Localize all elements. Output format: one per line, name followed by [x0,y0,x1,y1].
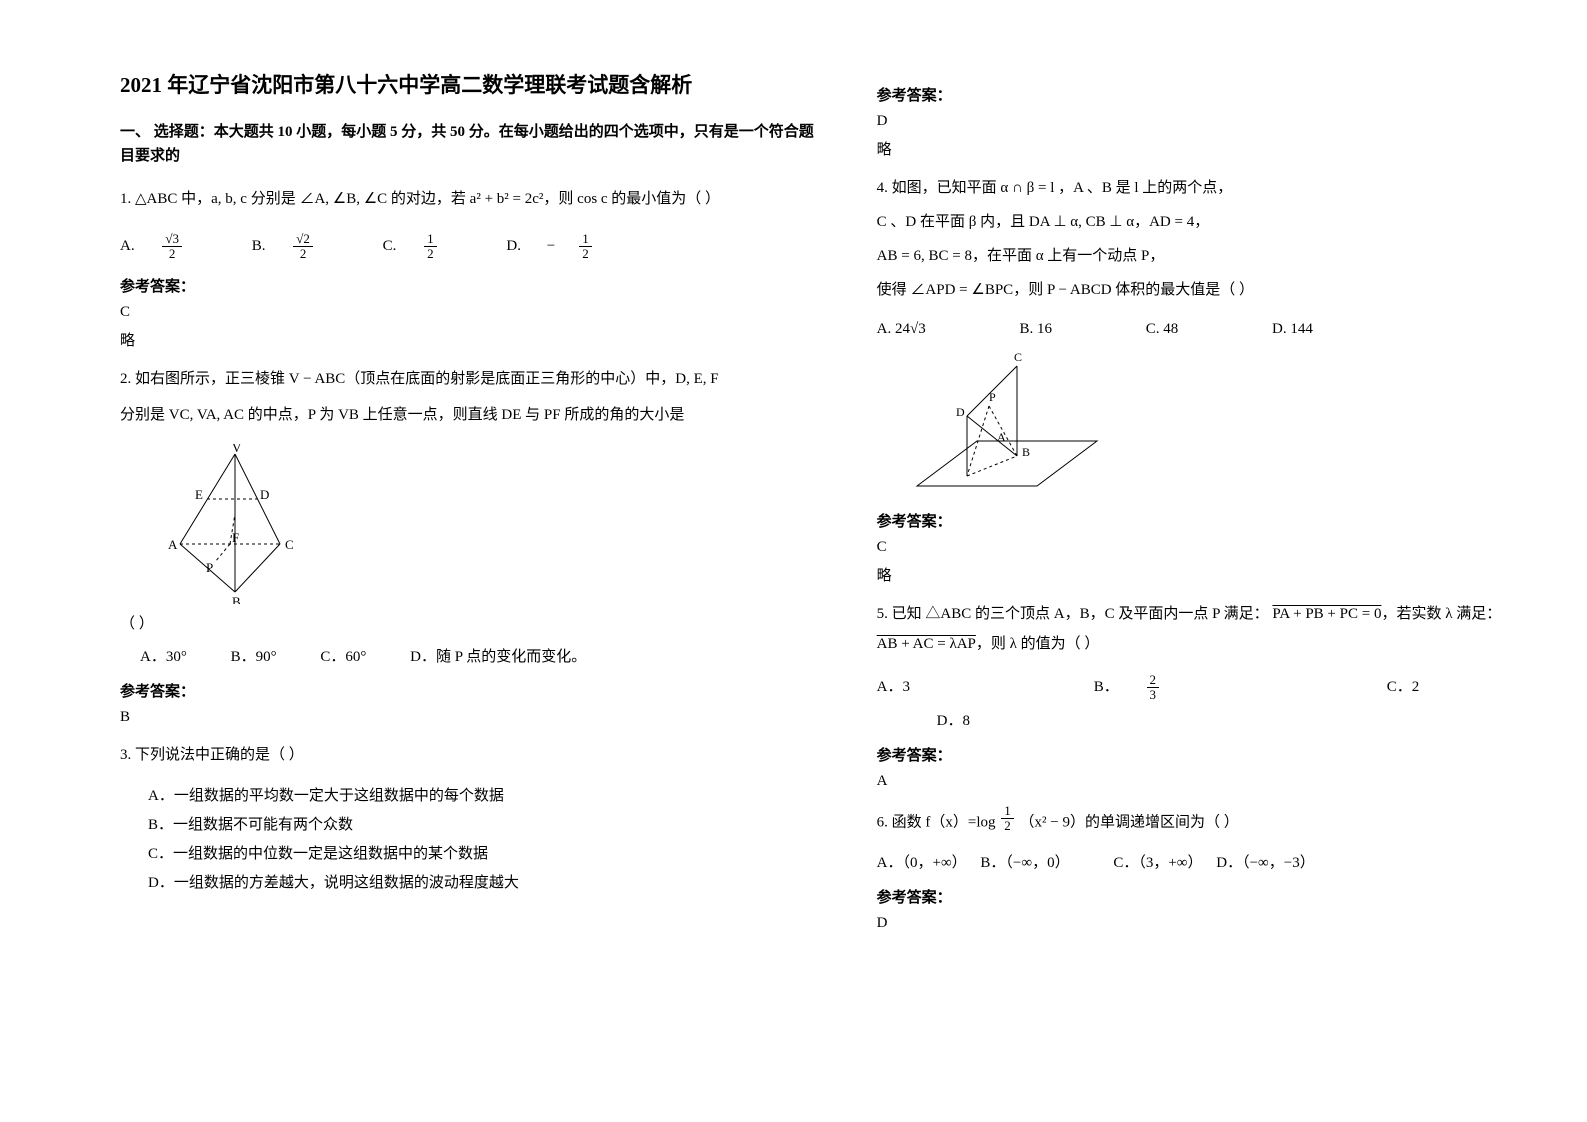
q4-l4: 使得 ∠APD = ∠BPC，则 P − ABCD 体积的最大值是（ ） [877,275,1507,305]
q1-stem: △ABC 中，a, b, c 分别是 ∠A, ∠B, ∠C 的对边，若 a² +… [135,191,720,207]
fig4-p: P [989,390,996,404]
q3-ans-label: 参考答案： [877,84,1507,105]
q5-stem-b: ，若实数 λ 满足： [1381,606,1501,622]
fig2-f: F [232,530,239,545]
q6-ans: D [877,915,1507,932]
q6-opt-a: A．（0，+∞） [877,851,967,872]
question-6: 6. 函数 f（x）=log 12 （x² − 9）的单调递增区间为（ ） [877,804,1507,837]
q4-l2: C 、D 在平面 β 内，且 DA ⊥ α, CB ⊥ α，AD = 4， [877,207,1507,237]
q3-opt-d: D．一组数据的方差越大，说明这组数据的波动程度越大 [120,871,817,892]
q6-opt-b: B．（−∞，0） [980,851,1069,872]
q2-stem-a: 如右图所示，正三棱锥 V − ABC（顶点在底面的射影是底面正三角形的中心）中，… [135,371,719,387]
fig4-b: B [1022,445,1030,459]
q4-ans: C [877,539,1507,556]
q2-ans-label: 参考答案： [120,680,817,701]
q1-frac-a: √32 [162,232,204,262]
q2-opt-c: C．60° [320,645,366,666]
question-3: 3. 下列说法中正确的是（ ） [120,740,817,770]
q4-opt-c: C. 48 [1146,321,1179,338]
q1-ans: C [120,304,817,321]
page-title: 2021 年辽宁省沈阳市第八十六中学高二数学理联考试题含解析 [120,70,817,102]
q6-stem-a: 函数 f（x）=log [892,814,996,830]
q1-ans-label: 参考答案： [120,275,817,296]
q4-options: A. 24√3 B. 16 C. 48 D. 144 [877,321,1507,338]
q4-opt-b: B. 16 [1020,321,1053,338]
q6-opt-c: C．（3，+∞） [1113,851,1202,872]
fig2-d: D [260,487,269,502]
section-heading: 一、 选择题：本大题共 10 小题，每小题 5 分，共 50 分。在每小题给出的… [120,120,817,168]
q1-opt-c: C. 12 [383,232,481,262]
q3-ans: D [877,113,1507,130]
q5-options: A．3 B． 23 C．2 D．8 [877,673,1507,730]
q4-num: 4. [877,180,892,196]
q3-opt-c: C．一组数据的中位数一定是这组数据中的某个数据 [120,842,817,863]
q1-frac-d: 12 [579,232,614,262]
q2-paren: （ ） [120,612,817,633]
q6-stem-b: （x² − 9）的单调递增区间为（ ） [1020,814,1239,830]
q2-opt-a: A．30° [140,645,187,666]
q5-stem-a: 已知 △ABC 的三个顶点 A，B，C 及平面内一点 P 满足： [892,606,1269,622]
q1-opt-a: A. √32 [120,232,226,262]
q5-vec2: AB + AC = λAP [877,636,976,652]
q5-stem-c: ，则 λ 的值为（ ） [976,636,1100,652]
q2-ans: B [120,709,817,726]
fig2-b: B [232,594,241,604]
q4-ans-label: 参考答案： [877,510,1507,531]
q1-opt-d: D. −12 [506,232,635,262]
q5-ans: A [877,773,1507,790]
fig2-c: C [285,537,294,552]
q1-note: 略 [120,329,817,350]
q5-num: 5. [877,606,892,622]
q4-figure: C D A B P [907,346,1107,496]
q4-l1: 如图，已知平面 α ∩ β = l ，A 、B 是 l 上的两个点， [892,180,1233,196]
fig2-p: P [206,560,213,575]
q3-opt-b: B．一组数据不可能有两个众数 [120,813,817,834]
q4-opt-a: A. 24√3 [877,321,926,338]
q4-note: 略 [877,564,1507,585]
q1-opt-b: B. √22 [252,232,357,262]
q2-num: 2. [120,371,135,387]
fig4-d: D [956,405,965,419]
question-1: 1. △ABC 中，a, b, c 分别是 ∠A, ∠B, ∠C 的对边，若 a… [120,184,817,214]
q6-ans-label: 参考答案： [877,886,1507,907]
q6-frac: 12 [1001,804,1014,834]
q1-frac-b: √22 [293,232,335,262]
q5-opt-c: C．2 [1387,675,1420,696]
q2-options: A．30° B．90° C．60° D．随 P 点的变化而变化。 [120,645,817,666]
fig4-a: A [997,430,1006,444]
question-5: 5. 已知 △ABC 的三个顶点 A，B，C 及平面内一点 P 满足： PA +… [877,599,1507,659]
q2-figure: V A B C D E F P [150,444,320,604]
fig2-a: A [168,537,178,552]
q5-opt-d: D．8 [937,709,970,730]
q3-opt-a: A．一组数据的平均数一定大于这组数据中的每个数据 [120,784,817,805]
question-4: 4. 如图，已知平面 α ∩ β = l ，A 、B 是 l 上的两个点， C … [877,173,1507,305]
q5-vec1: PA + PB + PC = 0 [1272,606,1381,622]
q5-frac-b: 23 [1147,673,1182,703]
q4-opt-d: D. 144 [1272,321,1313,338]
q1-frac-c: 12 [424,232,459,262]
right-column: 参考答案： D 略 4. 如图，已知平面 α ∩ β = l ，A 、B 是 l… [837,70,1527,1092]
fig2-v: V [232,444,242,455]
q1-num: 1. [120,191,135,207]
q2-stem-b: 分别是 VC, VA, AC 的中点，P 为 VB 上任意一点，则直线 DE 与… [120,400,817,430]
q2-opt-b: B．90° [231,645,277,666]
q3-note: 略 [877,138,1507,159]
q5-opt-a: A．3 [877,675,910,696]
q5-opt-b: B． 23 [1094,673,1203,703]
q1-options: A. √32 B. √22 C. 12 D. −12 [120,232,817,262]
q5-ans-label: 参考答案： [877,744,1507,765]
q2-opt-d: D．随 P 点的变化而变化。 [410,645,586,666]
q6-num: 6. [877,814,892,830]
left-column: 2021 年辽宁省沈阳市第八十六中学高二数学理联考试题含解析 一、 选择题：本大… [100,70,837,1092]
question-2: 2. 如右图所示，正三棱锥 V − ABC（顶点在底面的射影是底面正三角形的中心… [120,364,817,430]
fig4-c: C [1014,350,1022,364]
q4-l3: AB = 6, BC = 8，在平面 α 上有一个动点 P， [877,241,1507,271]
fig2-e: E [195,487,203,502]
q6-options: A．（0，+∞） B．（−∞，0） C．（3，+∞） D．（−∞，−3） [877,851,1507,872]
q6-opt-d: D．（−∞，−3） [1216,851,1314,872]
